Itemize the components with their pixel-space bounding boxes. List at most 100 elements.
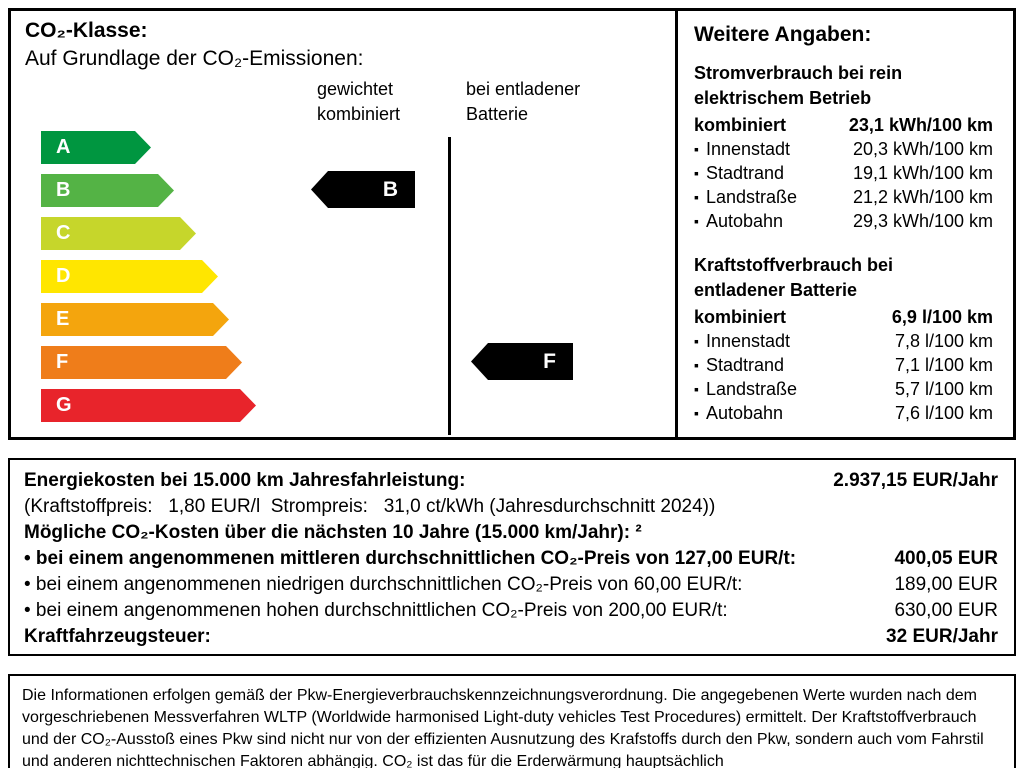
consumption-sections: Stromverbrauch bei rein elektrischem Bet… bbox=[694, 61, 993, 425]
cost-label: • bei einem angenommenen hohen durchschn… bbox=[24, 600, 728, 621]
class-arrow-a: A bbox=[41, 131, 151, 164]
consumption-section: Kraftstoffverbrauch bei entladener Batte… bbox=[694, 253, 993, 425]
combined-value: 6,9 l/100 km bbox=[891, 307, 993, 327]
combined-row: kombiniert 6,9 l/100 km bbox=[694, 305, 993, 329]
consumption-label: ▪ Stadtrand bbox=[694, 353, 784, 377]
cost-row: • bei einem angenommenen hohen durchschn… bbox=[24, 598, 998, 624]
consumption-label: ▪ Autobahn bbox=[694, 209, 783, 233]
class-letter: F bbox=[56, 351, 69, 373]
costs-rows: Energiekosten bei 15.000 km Jahresfahrle… bbox=[24, 468, 998, 650]
consumption-label-text: Stadtrand bbox=[705, 355, 785, 375]
weighted-class-letter: B bbox=[382, 178, 398, 201]
consumption-section: Stromverbrauch bei rein elektrischem Bet… bbox=[694, 61, 993, 233]
consumption-label: ▪ Autobahn bbox=[694, 401, 783, 425]
consumption-label: ▪ Stadtrand bbox=[694, 161, 784, 185]
co2-class-panel: CO₂-Klasse: Auf Grundlage der CO₂-Emissi… bbox=[11, 11, 675, 437]
combined-value: 23,1 kWh/100 km bbox=[848, 115, 993, 135]
legal-notice-box: Die Informationen erfolgen gemäß der Pkw… bbox=[8, 674, 1016, 768]
class-arrow-b: B bbox=[41, 174, 174, 207]
cost-row: Energiekosten bei 15.000 km Jahresfahrle… bbox=[24, 468, 998, 494]
cost-value: 400,05 EUR bbox=[894, 548, 998, 569]
bullet-icon: ▪ bbox=[694, 165, 699, 181]
class-letter: E bbox=[56, 308, 70, 330]
class-arrow-e: E bbox=[41, 303, 229, 336]
bullet-icon: ▪ bbox=[694, 405, 699, 421]
consumption-value: 5,7 l/100 km bbox=[894, 379, 993, 399]
cost-label: Energiekosten bei 15.000 km Jahresfahrle… bbox=[24, 470, 466, 491]
energy-costs-box: Energiekosten bei 15.000 km Jahresfahrle… bbox=[8, 458, 1016, 656]
class-letter: D bbox=[56, 265, 71, 287]
consumption-row: ▪ Landstraße 5,7 l/100 km bbox=[694, 377, 993, 401]
bullet-icon: ▪ bbox=[694, 381, 699, 397]
class-letter: B bbox=[56, 179, 71, 201]
co2-class-box: CO₂-Klasse: Auf Grundlage der CO₂-Emissi… bbox=[8, 8, 1016, 440]
legal-notice-text: Die Informationen erfolgen gemäß der Pkw… bbox=[22, 687, 984, 768]
cost-value: 189,00 EUR bbox=[894, 574, 998, 595]
bullet-icon: ▪ bbox=[694, 357, 699, 373]
consumption-value: 29,3 kWh/100 km bbox=[852, 211, 993, 231]
consumption-value: 7,6 l/100 km bbox=[894, 403, 993, 423]
consumption-value: 7,1 l/100 km bbox=[894, 355, 993, 375]
column-header-depleted-line1: bei entladener bbox=[466, 79, 581, 99]
consumption-value: 21,2 kWh/100 km bbox=[852, 187, 993, 207]
column-divider-line bbox=[448, 137, 451, 435]
cost-row: (Kraftstoffpreis: 1,80 EUR/l Strompreis:… bbox=[24, 494, 998, 520]
consumption-heading: Stromverbrauch bei rein elektrischem Bet… bbox=[694, 63, 903, 108]
class-arrow-g: G bbox=[41, 389, 256, 422]
consumption-label-text: Landstraße bbox=[705, 379, 798, 399]
class-letter: A bbox=[56, 136, 71, 158]
bullet-icon: ▪ bbox=[694, 333, 699, 349]
co2-class-title: CO₂-Klasse: bbox=[25, 19, 148, 42]
cost-label: (Kraftstoffpreis: 1,80 EUR/l Strompreis:… bbox=[24, 496, 716, 517]
combined-row: kombiniert 23,1 kWh/100 km bbox=[694, 113, 993, 137]
depleted-class-letter: F bbox=[543, 350, 556, 373]
column-header-weighted-line2: kombiniert bbox=[317, 104, 401, 124]
cost-row: Mögliche CO₂-Kosten über die nächsten 10… bbox=[24, 520, 998, 546]
cost-value: 2.937,15 EUR/Jahr bbox=[833, 470, 998, 491]
further-details-title: Weitere Angaben: bbox=[694, 23, 872, 46]
consumption-label-text: Autobahn bbox=[705, 403, 784, 423]
combined-label: kombiniert bbox=[694, 307, 787, 327]
consumption-heading: Kraftstoffverbrauch bei entladener Batte… bbox=[694, 255, 894, 300]
combined-label: kombiniert bbox=[694, 115, 787, 135]
consumption-label: ▪ Innenstadt bbox=[694, 137, 790, 161]
consumption-label: ▪ Landstraße bbox=[694, 377, 797, 401]
consumption-label-text: Autobahn bbox=[705, 211, 784, 231]
cost-label: • bei einem angenommenen niedrigen durch… bbox=[24, 574, 743, 595]
weighted-class-marker-arrow: B bbox=[311, 171, 415, 208]
bullet-icon: ▪ bbox=[694, 213, 699, 229]
consumption-value: 7,8 l/100 km bbox=[894, 331, 993, 351]
column-header-depleted: bei entladener Batterie bbox=[466, 77, 580, 127]
consumption-label-text: Innenstadt bbox=[705, 139, 791, 159]
consumption-row: ▪ Autobahn 7,6 l/100 km bbox=[694, 401, 993, 425]
cost-row: • bei einem angenommenen niedrigen durch… bbox=[24, 572, 998, 598]
column-header-depleted-line2: Batterie bbox=[466, 104, 529, 124]
co2-class-subtitle: Auf Grundlage der CO₂-Emissionen: bbox=[25, 47, 364, 70]
cost-row: Kraftfahrzeugsteuer: 32 EUR/Jahr bbox=[24, 624, 998, 650]
consumption-value: 20,3 kWh/100 km bbox=[852, 139, 993, 159]
depleted-class-marker-arrow: F bbox=[471, 343, 573, 380]
consumption-label-text: Innenstadt bbox=[705, 331, 791, 351]
consumption-value: 19,1 kWh/100 km bbox=[852, 163, 993, 183]
cost-label: • bei einem angenommenen mittleren durch… bbox=[24, 548, 797, 569]
class-letter: G bbox=[56, 394, 72, 416]
consumption-label-text: Landstraße bbox=[705, 187, 798, 207]
consumption-row: ▪ Stadtrand 19,1 kWh/100 km bbox=[694, 161, 993, 185]
consumption-row: ▪ Stadtrand 7,1 l/100 km bbox=[694, 353, 993, 377]
further-details-panel: Weitere Angaben: Stromverbrauch bei rein… bbox=[675, 11, 1013, 437]
cost-row: • bei einem angenommenen mittleren durch… bbox=[24, 546, 998, 572]
bullet-icon: ▪ bbox=[694, 189, 699, 205]
consumption-row: ▪ Innenstadt 7,8 l/100 km bbox=[694, 329, 993, 353]
class-arrow-c: C bbox=[41, 217, 196, 250]
consumption-row: ▪ Innenstadt 20,3 kWh/100 km bbox=[694, 137, 993, 161]
cost-label: Kraftfahrzeugsteuer: bbox=[24, 626, 211, 647]
consumption-label: ▪ Innenstadt bbox=[694, 329, 790, 353]
class-arrow-d: D bbox=[41, 260, 218, 293]
cost-value: 32 EUR/Jahr bbox=[886, 626, 998, 647]
consumption-row: ▪ Landstraße 21,2 kWh/100 km bbox=[694, 185, 993, 209]
consumption-label-text: Stadtrand bbox=[705, 163, 785, 183]
consumption-label: ▪ Landstraße bbox=[694, 185, 797, 209]
consumption-row: ▪ Autobahn 29,3 kWh/100 km bbox=[694, 209, 993, 233]
